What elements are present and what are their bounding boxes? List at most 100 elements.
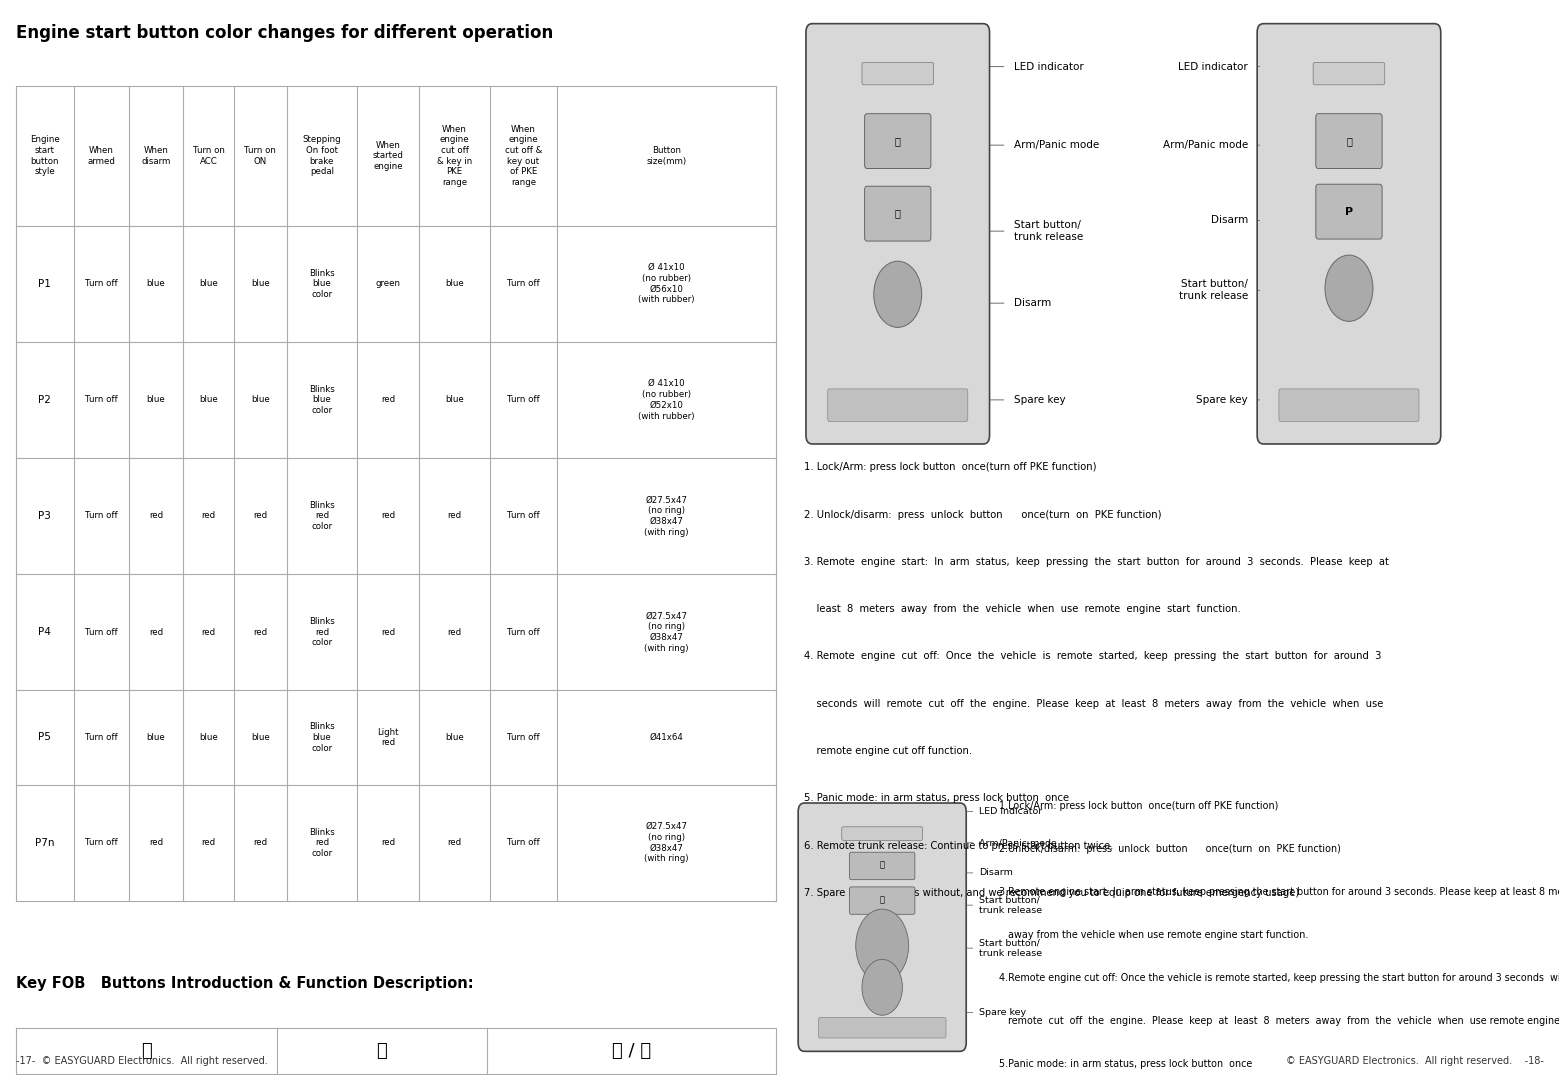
Text: 🔓: 🔓 [879,895,884,904]
Text: 2.Unlock/disarm:  press  unlock  button      once(turn  on  PKE function): 2.Unlock/disarm: press unlock button onc… [999,844,1341,854]
Text: P4: P4 [39,627,51,637]
Text: P2: P2 [39,395,51,405]
Text: Engine
start
button
style: Engine start button style [30,135,59,176]
Text: Light
red: Light red [377,728,399,747]
Circle shape [856,909,909,983]
Text: 3. Remote  engine  start:  In  arm  status,  keep  pressing  the  start  button : 3. Remote engine start: In arm status, k… [804,557,1389,567]
Text: seconds  will  remote  cut  off  the  engine.  Please  keep  at  least  8  meter: seconds will remote cut off the engine. … [804,699,1384,708]
Text: 4. Remote  engine  cut  off:  Once  the  vehicle  is  remote  started,  keep  pr: 4. Remote engine cut off: Once the vehic… [804,651,1381,661]
Text: P5: P5 [39,732,51,743]
FancyBboxPatch shape [818,1017,946,1038]
Text: 7. Spare key( default is without, and we recommend you to equip one for future e: 7. Spare key( default is without, and we… [804,888,1300,898]
Text: 🔒: 🔒 [879,860,884,870]
Text: red: red [148,512,164,520]
Text: P7n: P7n [34,837,55,848]
Text: remote engine cut off function.: remote engine cut off function. [804,746,973,756]
Text: red: red [148,838,164,847]
Text: Turn off: Turn off [86,628,117,636]
Text: Turn off: Turn off [507,280,539,288]
Text: When
started
engine: When started engine [373,141,404,171]
Text: 1. Lock/Arm: press lock button  once(turn off PKE function): 1. Lock/Arm: press lock button once(turn… [804,462,1098,472]
Text: Spare key: Spare key [979,1008,1026,1017]
FancyBboxPatch shape [865,114,931,169]
Text: Turn off: Turn off [86,396,117,404]
Text: Disarm: Disarm [1015,298,1052,309]
Circle shape [1325,255,1373,321]
Text: Blinks
blue
color: Blinks blue color [309,269,335,299]
Text: Blinks
red
color: Blinks red color [309,617,335,647]
Text: When
armed: When armed [87,146,115,166]
Text: red: red [148,628,164,636]
Text: Turn off: Turn off [507,512,539,520]
Text: When
disarm: When disarm [142,146,170,166]
Text: blue: blue [251,396,270,404]
Text: LED indicator: LED indicator [979,807,1043,816]
Text: red: red [380,512,396,520]
Text: Key FOB   Buttons Introduction & Function Description:: Key FOB Buttons Introduction & Function … [16,976,474,991]
Text: 3.Remote engine start: In arm status, keep pressing the start button for around : 3.Remote engine start: In arm status, ke… [999,887,1559,897]
Text: Start button/
trunk release: Start button/ trunk release [979,938,1043,958]
Text: Ø41x64: Ø41x64 [650,733,683,742]
Text: 🚗 / 🔈: 🚗 / 🔈 [611,1042,652,1060]
Text: 🔓: 🔓 [895,209,901,218]
Text: red: red [447,838,461,847]
FancyBboxPatch shape [806,24,990,444]
Text: 5.Panic mode: in arm status, press lock button  once: 5.Panic mode: in arm status, press lock … [999,1059,1252,1069]
Text: Stepping
On foot
brake
pedal: Stepping On foot brake pedal [302,135,341,176]
Text: green: green [376,280,401,288]
FancyBboxPatch shape [842,827,923,841]
Text: red: red [447,512,461,520]
Text: Spare key: Spare key [1015,395,1066,405]
Text: Turn off: Turn off [507,733,539,742]
Text: Button
size(mm): Button size(mm) [647,146,686,166]
Text: -17-  © EASYGUARD Electronics.  All right reserved.: -17- © EASYGUARD Electronics. All right … [16,1057,267,1066]
Text: Arm/Panic mode: Arm/Panic mode [979,838,1057,847]
Text: LED indicator: LED indicator [1015,61,1084,72]
Text: Turn off: Turn off [86,733,117,742]
FancyBboxPatch shape [798,803,967,1051]
Text: 🔒: 🔒 [140,1042,151,1060]
Text: 6. Remote trunk release: Continue to press start button twice.: 6. Remote trunk release: Continue to pre… [804,841,1113,850]
Text: Blinks
red
color: Blinks red color [309,828,335,858]
Text: blue: blue [200,396,218,404]
FancyBboxPatch shape [850,852,915,879]
Text: red: red [380,628,396,636]
Text: 4.Remote engine cut off: Once the vehicle is remote started, keep pressing the s: 4.Remote engine cut off: Once the vehicl… [999,973,1559,983]
Text: Turn on
ACC: Turn on ACC [193,146,224,166]
Text: remote  cut  off  the  engine.  Please  keep  at  least  8  meters  away  from  : remote cut off the engine. Please keep a… [999,1016,1559,1026]
Text: blue: blue [444,396,465,404]
FancyBboxPatch shape [850,887,915,915]
Bar [16,86,775,901]
Text: Turn on
ON: Turn on ON [245,146,276,166]
Text: 1.Lock/Arm: press lock button  once(turn off PKE function): 1.Lock/Arm: press lock button once(turn … [999,801,1278,811]
Text: blue: blue [147,733,165,742]
Text: Ø27.5x47
(no ring)
Ø38x47
(with ring): Ø27.5x47 (no ring) Ø38x47 (with ring) [644,822,689,863]
Text: Ø27.5x47
(no ring)
Ø38x47
(with ring): Ø27.5x47 (no ring) Ø38x47 (with ring) [644,496,689,536]
Text: red: red [380,838,396,847]
Text: Disarm: Disarm [1211,215,1247,226]
Text: Start button/
trunk release: Start button/ trunk release [1179,280,1247,301]
FancyBboxPatch shape [1316,114,1383,169]
Text: red: red [201,628,215,636]
Text: Turn off: Turn off [507,396,539,404]
Text: blue: blue [251,733,270,742]
Text: 5. Panic mode: in arm status, press lock button  once: 5. Panic mode: in arm status, press lock… [804,793,1069,803]
Text: Turn off: Turn off [507,628,539,636]
Text: Spare key: Spare key [1196,395,1247,405]
Circle shape [873,261,921,328]
Text: blue: blue [444,280,465,288]
Text: 🔓: 🔓 [377,1042,387,1060]
Text: blue: blue [200,733,218,742]
Text: red: red [201,512,215,520]
Text: P: P [1345,206,1353,217]
Text: red: red [253,512,268,520]
Text: Turn off: Turn off [86,838,117,847]
Text: red: red [447,628,461,636]
FancyBboxPatch shape [1313,62,1384,85]
Text: away from the vehicle when use remote engine start function.: away from the vehicle when use remote en… [999,930,1308,940]
Text: P1: P1 [39,278,51,289]
FancyBboxPatch shape [828,389,968,421]
Circle shape [862,959,903,1015]
FancyBboxPatch shape [862,62,934,85]
Text: 🔒: 🔒 [895,137,901,146]
